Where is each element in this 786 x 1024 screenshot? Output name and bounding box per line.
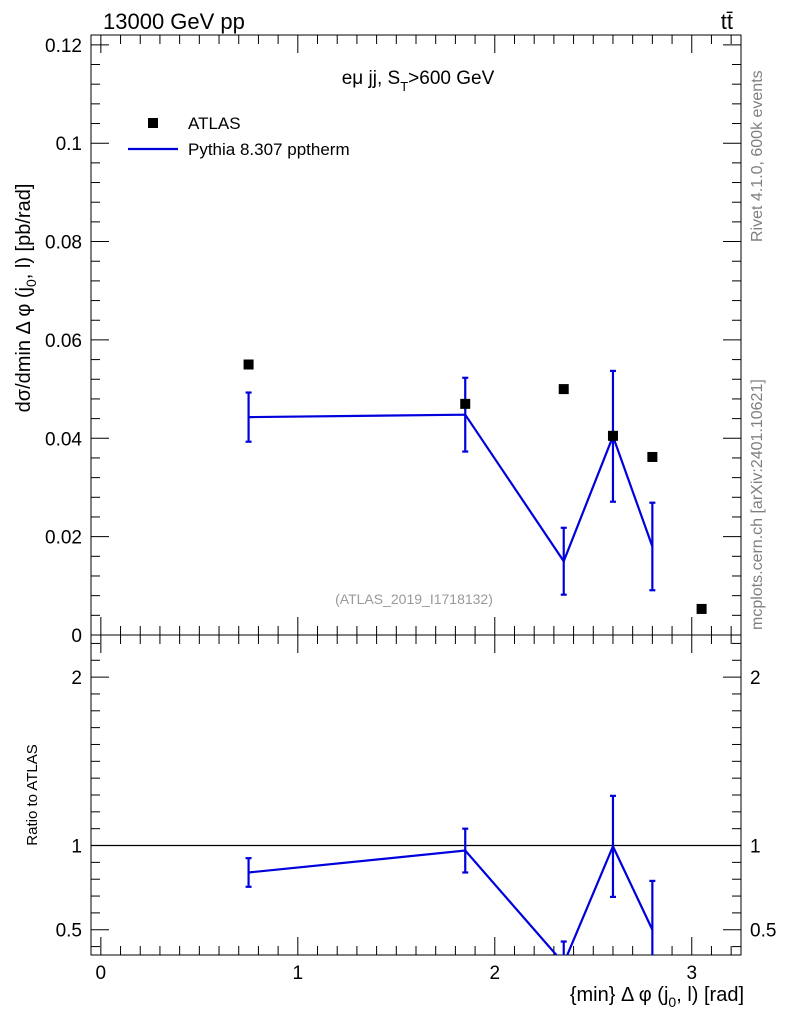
main-y-ticks: 0 0.02 0.04 0.06 0.08 0.1 0.12	[45, 36, 741, 647]
legend-atlas-marker	[148, 118, 158, 128]
main-y-tick-label-5: 0.1	[56, 134, 82, 155]
analysis-watermark: (ATLAS_2019_I1718132)	[335, 591, 493, 607]
main-y-tick-label-2: 0.04	[45, 429, 82, 450]
main-y-tick-label-1: 0.02	[45, 528, 82, 549]
main-y-tick-label-3: 0.06	[45, 331, 82, 352]
x-tick-label-2: 2	[489, 963, 500, 984]
legend-atlas-label: ATLAS	[188, 114, 241, 133]
ratio-frame	[90, 634, 742, 956]
ratio-y-tick-label-right-1: 1	[750, 837, 761, 858]
ratio-x-ticks: 0 1 2 3	[96, 635, 732, 984]
main-x-ticks	[100, 35, 732, 635]
main-y-tick-label-6: 0.12	[45, 36, 82, 57]
ratio-panel: 0.5 0.5 1 1 2 2 0 1 2 3 Ratio to ATLAS {min} Δ φ…	[24, 634, 776, 1010]
atlas-point-1	[460, 398, 471, 409]
main-y-tick-label-0: 0	[71, 626, 82, 647]
rivet-label: Rivet 4.1.0, 600k events	[749, 70, 766, 242]
ratio-y-tick-label-right-0: 0.5	[750, 921, 776, 942]
ratio-y-ticks: 0.5 0.5 1 1 2 2	[56, 642, 776, 948]
x-axis-label: {min} Δ φ (j0, l) [rad]	[570, 984, 744, 1010]
ratio-series	[91, 794, 741, 955]
main-y-axis-label: dσ/dmin Δ φ (j0, l) [pb/rad]	[13, 184, 39, 413]
x-tick-label-3: 3	[686, 963, 697, 984]
main-series	[243, 359, 707, 614]
main-panel: 0 0.02 0.04 0.06 0.08 0.1 0.12 eμ jj, ST>600 G…	[13, 34, 742, 647]
atlas-point-0	[243, 359, 254, 370]
mcplots-label: mcplots.cern.ch [arXiv:2401.10621]	[749, 379, 766, 630]
header-left-label: 13000 GeV pp	[103, 9, 245, 34]
x-tick-label-1: 1	[293, 963, 304, 984]
x-tick-label-0: 0	[96, 963, 107, 984]
mc-line	[248, 413, 654, 564]
ratio-mc-line	[248, 843, 654, 955]
ratio-y-tick-label-left-0: 0.5	[56, 921, 82, 942]
legend-mc-label: Pythia 8.307 pptherm	[188, 140, 350, 159]
ratio-y-axis-label: Ratio to ATLAS	[24, 744, 41, 845]
header-right-label: tt̄	[721, 9, 733, 34]
atlas-point-4	[647, 451, 658, 462]
legend: ATLAS Pythia 8.307 pptherm	[128, 114, 350, 159]
ratio-y-tick-label-left-2: 2	[71, 668, 82, 689]
atlas-point-2	[558, 384, 569, 395]
ratio-y-tick-label-left-1: 1	[71, 837, 82, 858]
plot-title: eμ jj, ST>600 GeV	[342, 68, 495, 94]
ratio-y-tick-label-right-2: 2	[750, 668, 761, 689]
atlas-point-3	[607, 430, 618, 441]
atlas-point-5	[696, 603, 707, 614]
main-y-tick-label-4: 0.08	[45, 233, 82, 254]
